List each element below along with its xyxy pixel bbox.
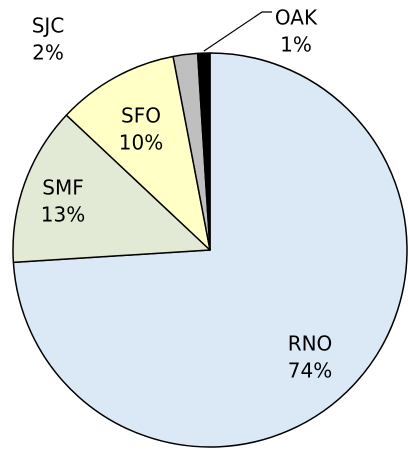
- slice-value-label: 1%: [280, 33, 312, 57]
- slice-value-label: 13%: [41, 203, 85, 227]
- slice-label: SMF: [42, 176, 83, 200]
- slice-value-label: 10%: [119, 131, 163, 155]
- slice-label: OAK: [275, 6, 318, 30]
- pie-slice: [12, 114, 211, 264]
- slice-label: SFO: [121, 104, 161, 128]
- slice-value-label: 74%: [288, 359, 332, 383]
- leader-line: [203, 11, 272, 52]
- slice-label: SJC: [32, 14, 65, 38]
- pie-slice: [196, 52, 211, 251]
- slice-value-label: 2%: [32, 41, 64, 65]
- slice-label: RNO: [288, 332, 333, 356]
- pie-slice: [65, 55, 211, 251]
